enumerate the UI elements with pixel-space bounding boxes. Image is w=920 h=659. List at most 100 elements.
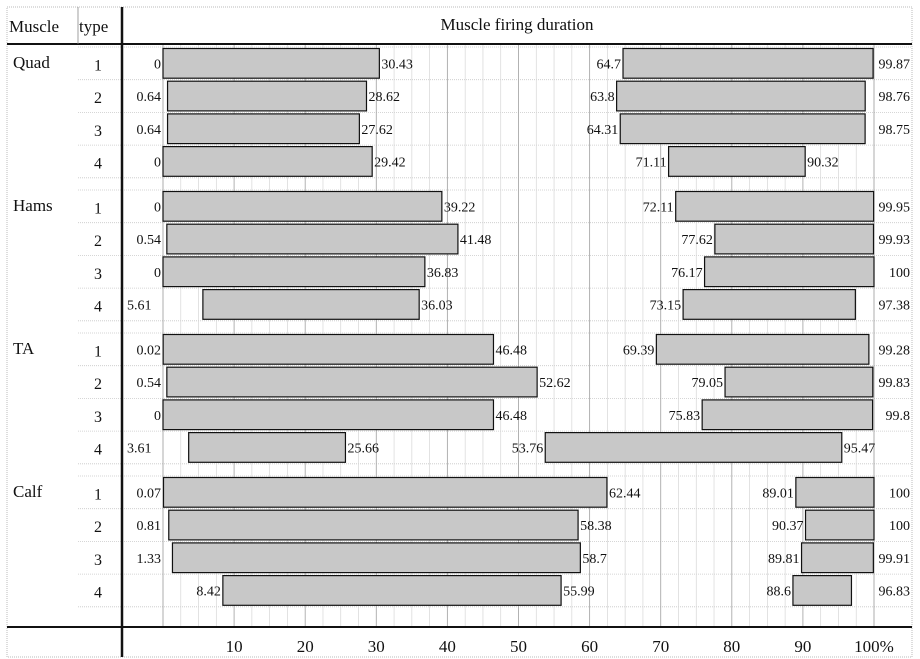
bar-start-label: 90.37 — [772, 519, 804, 534]
x-tick-label: 50 — [510, 637, 527, 656]
firing-bar — [792, 574, 853, 606]
firing-bar — [166, 366, 538, 398]
firing-bar — [162, 146, 373, 177]
bar-end-label: 41.48 — [460, 233, 492, 248]
bar-start-label: 0 — [154, 57, 161, 72]
bar-start-label: 53.76 — [512, 441, 544, 456]
bar-end-label: 97.38 — [879, 298, 911, 313]
bar-start-label: 0 — [154, 200, 161, 215]
bar-start-label: 89.81 — [768, 552, 800, 567]
chart-title: Muscle firing duration — [441, 15, 594, 34]
bar-start-label: 0 — [154, 266, 161, 281]
bar-start-label: 63.8 — [590, 90, 615, 105]
type-label: 2 — [94, 90, 102, 107]
x-tick-label: 80 — [723, 637, 740, 656]
type-label: 3 — [94, 409, 102, 426]
type-label: 4 — [94, 441, 102, 458]
firing-bar — [622, 47, 874, 79]
x-tick-label: 90 — [794, 637, 811, 656]
firing-bar — [619, 113, 866, 145]
bar-start-label: 1.33 — [137, 552, 162, 567]
bar-end-label: 46.48 — [495, 343, 526, 358]
bar-end-label: 52.62 — [539, 376, 571, 391]
firing-bar — [616, 80, 866, 112]
type-label: 1 — [94, 57, 102, 74]
type-label: 1 — [94, 343, 102, 360]
firing-bar — [701, 399, 874, 431]
bar-end-label: 36.03 — [421, 298, 453, 313]
firing-bar — [804, 509, 875, 541]
firing-bar — [166, 113, 360, 145]
type-label: 1 — [94, 486, 102, 503]
bar-end-label: 25.66 — [347, 441, 379, 456]
bar-start-label: 77.62 — [681, 233, 713, 248]
firing-bar — [724, 366, 874, 398]
firing-bar — [667, 146, 806, 177]
bar-end-label: 99.28 — [879, 343, 911, 358]
bar-end-label: 98.76 — [879, 90, 911, 105]
firing-bar — [544, 432, 843, 463]
bar-start-label: 0.54 — [137, 376, 162, 391]
bar-start-label: 73.15 — [650, 298, 682, 313]
bar-end-label: 46.48 — [495, 409, 526, 424]
bar-start-label: 5.61 — [127, 298, 152, 313]
table-frame — [6, 6, 913, 658]
muscle-label: Hams — [13, 196, 53, 215]
bar-end-label: 98.75 — [879, 123, 911, 138]
firing-bar — [682, 289, 856, 320]
bar-end-label: 96.83 — [879, 584, 911, 599]
firing-bar — [655, 333, 870, 365]
bar-start-label: 8.42 — [196, 584, 221, 599]
bar-end-label: 100 — [889, 519, 910, 534]
firing-bar — [166, 223, 459, 255]
bar-start-label: 72.11 — [643, 200, 674, 215]
bar-start-label: 69.39 — [623, 343, 655, 358]
muscle-label: TA — [13, 339, 35, 358]
bar-end-label: 99.93 — [879, 233, 911, 248]
bar-end-label: 58.38 — [580, 519, 612, 534]
firing-bar — [188, 432, 347, 463]
firing-bar — [202, 289, 420, 320]
firing-bar — [703, 256, 875, 288]
firing-bar — [162, 256, 426, 288]
bar-start-label: 0 — [154, 409, 161, 424]
x-tick-label: 60 — [581, 637, 598, 656]
bar-start-label: 71.11 — [636, 155, 667, 170]
bar-start-label: 75.83 — [669, 409, 701, 424]
bar-end-label: 99.87 — [879, 57, 911, 72]
x-tick-label: 20 — [297, 637, 314, 656]
firing-bar — [171, 542, 581, 574]
bar-end-label: 55.99 — [563, 584, 595, 599]
firing-bar — [168, 509, 579, 541]
x-tick-label: 30 — [368, 637, 385, 656]
bar-start-label: 88.6 — [766, 584, 791, 599]
bar-end-label: 39.22 — [444, 200, 476, 215]
x-tick-label: 70 — [652, 637, 669, 656]
bar-start-label: 76.17 — [671, 266, 703, 281]
firing-bar — [166, 80, 368, 112]
bar-end-label: 28.62 — [368, 90, 400, 105]
firing-bar — [222, 574, 562, 606]
firing-bar — [162, 333, 495, 365]
firing-bar — [675, 190, 875, 222]
firing-bar — [800, 542, 874, 574]
x-tick-label: 10 — [226, 637, 243, 656]
firing-bar — [795, 476, 875, 508]
muscle-header: Muscle — [9, 17, 59, 36]
bar-start-label: 0.81 — [137, 519, 162, 534]
firing-bar — [162, 47, 380, 79]
bar-end-label: 29.42 — [374, 155, 406, 170]
x-tick-label: 40 — [439, 637, 456, 656]
type-label: 4 — [94, 298, 102, 315]
bar-end-label: 27.62 — [361, 123, 393, 138]
bar-end-label: 100 — [889, 486, 910, 501]
type-label: 2 — [94, 376, 102, 393]
bar-start-label: 89.01 — [762, 486, 794, 501]
bar-end-label: 95.47 — [844, 441, 876, 456]
bar-end-label: 58.7 — [582, 552, 607, 567]
type-label: 3 — [94, 552, 102, 569]
bar-end-label: 36.83 — [427, 266, 459, 281]
bar-start-label: 0.64 — [137, 123, 162, 138]
type-label: 4 — [94, 584, 102, 601]
